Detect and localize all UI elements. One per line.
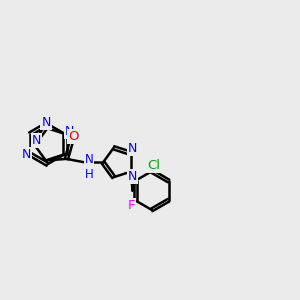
Text: N: N [128, 142, 137, 155]
Text: N
H: N H [85, 153, 93, 181]
Text: N: N [22, 148, 31, 161]
Text: F: F [128, 199, 135, 212]
Text: N: N [41, 116, 51, 129]
Text: O: O [68, 130, 79, 143]
Text: Cl: Cl [147, 159, 160, 172]
Text: N: N [32, 134, 41, 147]
Text: N: N [128, 169, 137, 182]
Text: N: N [65, 125, 74, 138]
